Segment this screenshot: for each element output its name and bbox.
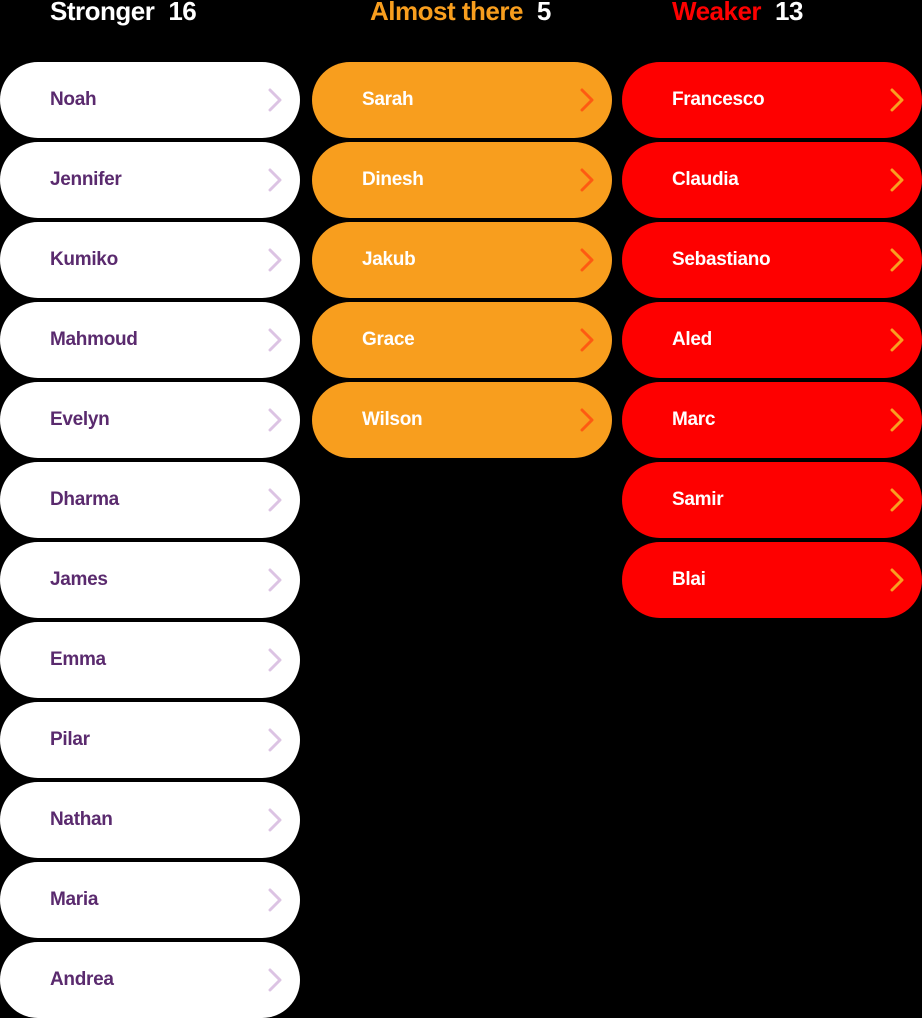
student-name: Kumiko (50, 249, 118, 270)
student-name: Mahmoud (50, 329, 138, 350)
student-name: Francesco (672, 89, 765, 110)
student-name: Emma (50, 649, 106, 670)
student-card[interactable]: Blai (622, 542, 922, 618)
student-name: Samir (672, 489, 724, 510)
column-title: Almost there (370, 0, 523, 26)
student-name: Maria (50, 889, 99, 910)
student-card[interactable]: Jakub (312, 222, 612, 298)
student-name: Jennifer (50, 169, 122, 190)
student-name: Nathan (50, 809, 113, 830)
chevron-right-icon (890, 168, 904, 192)
student-name: Claudia (672, 169, 739, 190)
student-card[interactable]: Claudia (622, 142, 922, 218)
student-name: Pilar (50, 729, 90, 750)
chevron-right-icon (268, 408, 282, 432)
student-card[interactable]: Andrea (0, 942, 300, 1018)
student-card[interactable]: Wilson (312, 382, 612, 458)
student-name: Dinesh (362, 169, 424, 190)
student-card[interactable]: Pilar (0, 702, 300, 778)
student-card[interactable]: Sarah (312, 62, 612, 138)
column-title: Weaker (672, 0, 762, 26)
chevron-right-icon (268, 328, 282, 352)
column-title: Stronger (50, 0, 155, 26)
student-name: Noah (50, 89, 97, 110)
student-name: Dharma (50, 489, 119, 510)
student-name: Sarah (362, 89, 414, 110)
column-count: 13 (775, 0, 803, 26)
column-count: 5 (536, 0, 551, 26)
chevron-right-icon (580, 168, 594, 192)
chevron-right-icon (890, 408, 904, 432)
chevron-right-icon (268, 568, 282, 592)
chevron-right-icon (580, 328, 594, 352)
chevron-right-icon (890, 328, 904, 352)
student-card[interactable]: Kumiko (0, 222, 300, 298)
student-name: Wilson (362, 409, 423, 430)
student-name: Andrea (50, 969, 114, 990)
student-name: Sebastiano (672, 249, 771, 270)
column-count: 16 (168, 0, 197, 26)
student-name: Jakub (362, 249, 416, 270)
chevron-right-icon (268, 248, 282, 272)
chevron-right-icon (268, 888, 282, 912)
chevron-right-icon (890, 568, 904, 592)
chevron-right-icon (268, 728, 282, 752)
student-name: Blai (672, 569, 706, 590)
column-header-stronger: Stronger 16 (50, 0, 197, 27)
chevron-right-icon (268, 488, 282, 512)
student-card[interactable]: Noah (0, 62, 300, 138)
student-card[interactable]: Sebastiano (622, 222, 922, 298)
student-card[interactable]: Evelyn (0, 382, 300, 458)
student-name: Marc (672, 409, 716, 430)
student-card[interactable]: Maria (0, 862, 300, 938)
chevron-right-icon (268, 808, 282, 832)
student-card[interactable]: Emma (0, 622, 300, 698)
chevron-right-icon (268, 648, 282, 672)
student-card[interactable]: Francesco (622, 62, 922, 138)
chevron-right-icon (890, 488, 904, 512)
student-card[interactable]: Dharma (0, 462, 300, 538)
student-card[interactable]: Samir (622, 462, 922, 538)
student-card[interactable]: Aled (622, 302, 922, 378)
student-card[interactable]: Marc (622, 382, 922, 458)
chevron-right-icon (580, 408, 594, 432)
chevron-right-icon (890, 248, 904, 272)
column-header-weaker: Weaker 13 (672, 0, 803, 27)
student-name: Aled (672, 329, 712, 350)
student-name: Grace (362, 329, 415, 350)
student-name: James (50, 569, 108, 590)
student-card[interactable]: Jennifer (0, 142, 300, 218)
chevron-right-icon (268, 968, 282, 992)
student-card[interactable]: Dinesh (312, 142, 612, 218)
column-header-almost-there: Almost there 5 (370, 0, 551, 27)
student-card[interactable]: Grace (312, 302, 612, 378)
chevron-right-icon (268, 168, 282, 192)
student-card[interactable]: Mahmoud (0, 302, 300, 378)
student-card[interactable]: James (0, 542, 300, 618)
student-card[interactable]: Nathan (0, 782, 300, 858)
chevron-right-icon (890, 88, 904, 112)
chevron-right-icon (580, 248, 594, 272)
student-name: Evelyn (50, 409, 110, 430)
chevron-right-icon (268, 88, 282, 112)
chevron-right-icon (580, 88, 594, 112)
